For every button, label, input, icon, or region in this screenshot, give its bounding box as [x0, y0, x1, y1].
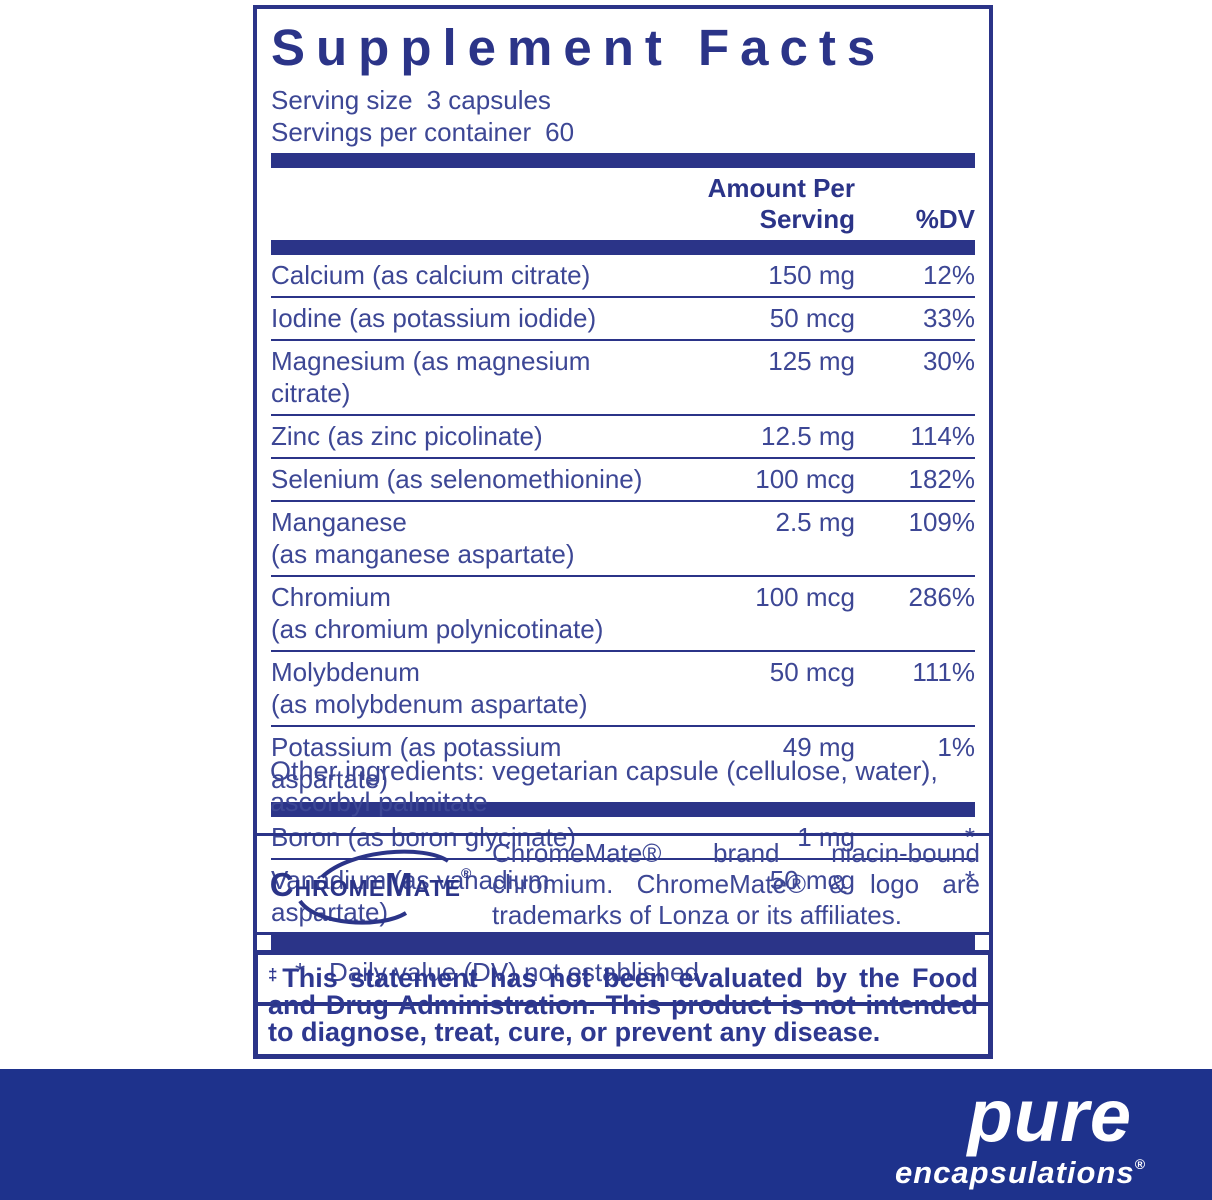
fda-disclaimer-text: This statement has not been evaluated by…: [268, 963, 978, 1047]
ingredient-dv: *: [964, 864, 975, 895]
servings-per-container-line: Servings per container 60: [271, 117, 975, 147]
ingredient-dv: 12%: [922, 259, 975, 290]
ingredient-form: (as molybdenum aspartate): [271, 688, 588, 719]
table-row: Chromium (as chromium polynicotinate) 100 …: [271, 574, 976, 650]
ingredient-dv: 114%: [910, 420, 975, 451]
divider-bar-header: [271, 239, 975, 255]
ingredient-amount: 50 mcg: [769, 656, 855, 687]
serving-size-line: Serving size 3 capsules: [271, 85, 975, 115]
brand-encapsulations-text: encapsulations: [894, 1155, 1135, 1190]
footnote-text: Daily value (DV) not established: [329, 956, 699, 987]
ingredient-dv: 182%: [908, 463, 976, 494]
ingredient-amount: 150 mg: [768, 259, 855, 290]
panel-title: Supplement Facts: [271, 19, 887, 76]
ingredient-name: Chromium: [271, 581, 391, 612]
divider-bar-top: [271, 152, 975, 168]
ingredient-amount: 12.5 mg: [761, 420, 855, 451]
table-row: Zinc (as zinc picolinate) 12.5 mg 114%: [271, 413, 975, 457]
ingredient-name: Magnesium (as magnesium citrate): [271, 345, 591, 408]
table-header-row: Amount Per Serving %DV: [271, 168, 975, 238]
ingredient-name: Selenium (as selenomethionine): [271, 463, 643, 494]
ingredient-dv: 111%: [912, 656, 975, 687]
supplement-facts-panel: Supplement Facts Serving size 3 capsules …: [253, 5, 993, 1006]
ingredient-name: Potassium (as potassium aspartate): [271, 731, 562, 794]
brand-reg-mark: ®: [1134, 1156, 1146, 1172]
servings-label: Servings per container: [271, 116, 532, 147]
brand-name-encapsulations: encapsulations®: [895, 1157, 1146, 1188]
ingredient-dv: *: [964, 821, 975, 852]
table-row: Manganese (as manganese aspartate) 2.5 mg 1…: [271, 499, 976, 575]
ingredient-amount: 50 mcg: [769, 864, 855, 895]
chromemate-logo-text: ChromeMate: [269, 865, 461, 903]
ingredient-form: (as chromium polynicotinate): [271, 613, 604, 644]
ingredient-dv: 109%: [908, 506, 976, 537]
ingredient-amount: 100 mcg: [755, 581, 855, 612]
ingredient-dv: 1%: [937, 731, 975, 762]
table-row: Selenium (as selenomethionine) 100 mcg 182…: [271, 456, 976, 500]
dv-footnote: * Daily value (DV) not established: [271, 950, 975, 992]
column-header-amount: Amount Per Serving: [707, 172, 855, 234]
ingredient-dv: 286%: [908, 581, 976, 612]
ingredient-name: Calcium (as calcium citrate): [271, 259, 591, 290]
ingredient-amount: 49 mg: [782, 731, 855, 762]
chromemate-logo-reg: ®: [460, 864, 473, 881]
ingredient-dv: 33%: [922, 302, 975, 333]
table-row: Boron (as boron glycinate) 1 mg *: [271, 817, 975, 858]
ingredient-name: Boron (as boron glycinate): [271, 821, 576, 852]
ingredient-name: Iodine (as potassium iodide): [271, 302, 597, 333]
table-row: Iodine (as potassium iodide) 50 mcg 33%: [271, 295, 975, 339]
ingredient-dv: 30%: [922, 345, 975, 376]
table-row: Calcium (as calcium citrate) 150 mg 12%: [271, 255, 975, 296]
divider-bar-bottom: [271, 934, 975, 950]
chromemate-text: ChromeMate® brand niacin-bound chromium.…: [492, 837, 980, 930]
ingredient-amount: 50 mcg: [769, 302, 855, 333]
ingredient-amount: 125 mg: [768, 345, 855, 376]
double-dagger-mark: ‡: [268, 965, 283, 984]
serving-size-label: Serving size: [271, 84, 413, 115]
column-header-dv: %DV: [915, 203, 975, 234]
divider-bar-mid: [271, 801, 975, 817]
ingredient-name: Zinc (as zinc picolinate): [271, 420, 543, 451]
ingredient-form: (as manganese aspartate): [271, 538, 575, 569]
ingredient-amount: 1 mg: [797, 821, 855, 852]
footnote-asterisk: *: [295, 956, 306, 987]
minerals-rows: Calcium (as calcium citrate) 150 mg 12% Iod…: [271, 255, 975, 800]
other-ingredients-text: Other ingredients: vegetarian capsule (c…: [270, 756, 938, 817]
chromemate-box: ChromeMate® ChromeMate® brand niacin-bou…: [253, 833, 993, 935]
footer-band: pure encapsulations®: [0, 1069, 1212, 1200]
brand-name-pure: pure: [967, 1074, 1132, 1157]
fda-disclaimer-box: ‡This statement has not been evaluated b…: [253, 950, 993, 1059]
table-row: Potassium (as potassium aspartate) 49 mg 1…: [271, 724, 975, 800]
ingredient-amount: 100 mcg: [755, 463, 855, 494]
servings-value: 60: [545, 116, 575, 147]
table-row: Molybdenum (as molybdenum aspartate) 50 mc…: [271, 649, 975, 725]
chromemate-logo: ChromeMate®: [268, 849, 474, 925]
serving-size-value: 3 capsules: [426, 84, 551, 115]
ingredient-name: Molybdenum: [271, 656, 420, 687]
ingredient-amount: 2.5 mg: [775, 506, 856, 537]
table-row: Magnesium (as magnesium citrate) 125 mg 30…: [271, 338, 975, 414]
ingredient-name: Manganese: [271, 506, 407, 537]
pure-encapsulations-logo: pure encapsulations®: [895, 1074, 1146, 1189]
